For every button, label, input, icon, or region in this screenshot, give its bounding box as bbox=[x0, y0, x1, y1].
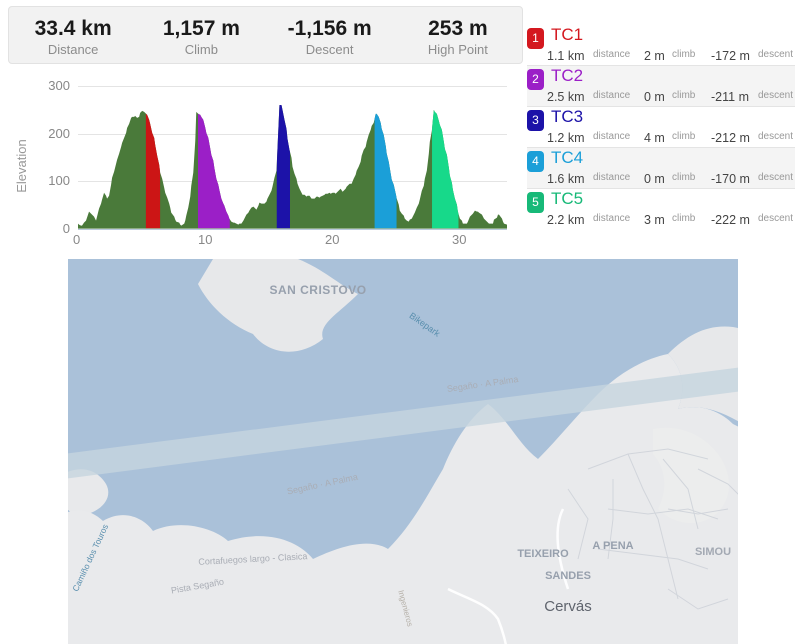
svg-text:Segaño · A Palma: Segaño · A Palma bbox=[286, 472, 359, 497]
svg-text:A PENA: A PENA bbox=[592, 540, 633, 552]
svg-text:TEIXEIRO: TEIXEIRO bbox=[517, 548, 569, 560]
svg-text:SANDES: SANDES bbox=[545, 570, 591, 582]
svg-text:Bikepark: Bikepark bbox=[408, 310, 443, 339]
svg-text:SAN CRISTOVO: SAN CRISTOVO bbox=[269, 283, 366, 297]
svg-text:Cervás: Cervás bbox=[544, 598, 592, 615]
svg-text:SIMOU: SIMOU bbox=[695, 546, 731, 558]
svg-text:Segaño · A Palma: Segaño · A Palma bbox=[446, 374, 519, 394]
